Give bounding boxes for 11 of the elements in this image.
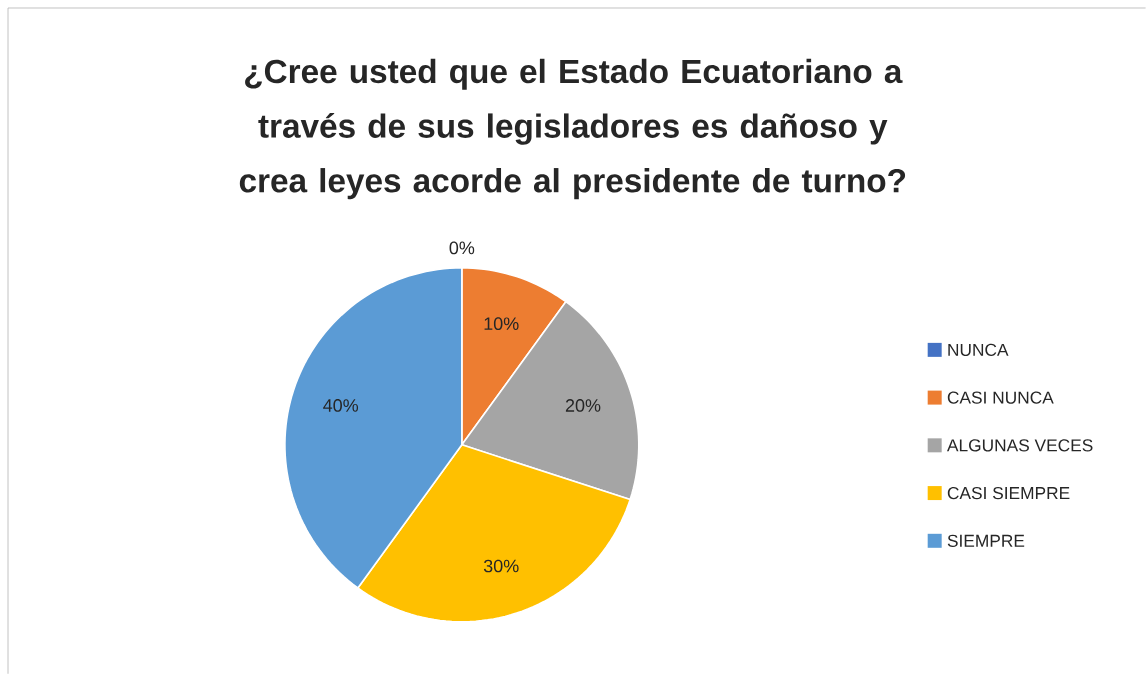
text: 0% <box>449 241 475 255</box>
legend-label: CASI NUNCA <box>947 391 1054 404</box>
legend-label: SIEMPRE <box>947 534 1025 547</box>
data-label: 30% <box>483 559 519 573</box>
legend-label: NUNCA <box>948 343 1009 356</box>
chart-title: ¿Cree usted que el Estado Ecuatoriano a través de sus legisladores es dañoso y crea leyes acorde al presidente de turno? <box>239 58 906 200</box>
data-label: 10% <box>484 317 519 330</box>
legend-label: CASI SIEMPRE <box>947 486 1070 500</box>
data-label: 40% <box>323 399 359 412</box>
legend-label: ALGUNAS VECES <box>946 439 1093 452</box>
data-label: 20% <box>565 399 601 412</box>
